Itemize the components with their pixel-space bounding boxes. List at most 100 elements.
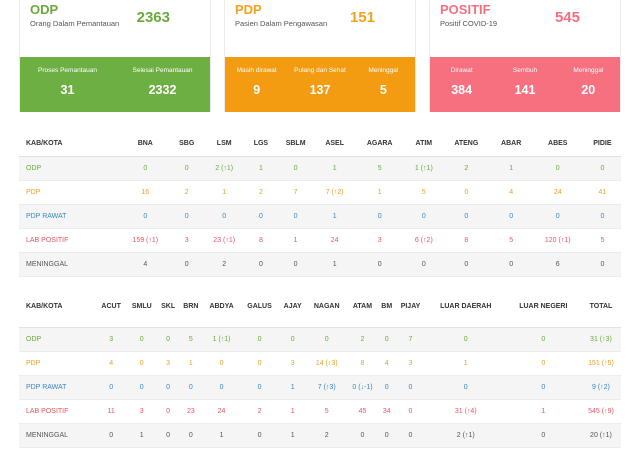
positif-card-total: 545 [554,9,580,26]
table-cell: 0 [240,351,279,376]
table-cell: 14 (↑3) [306,351,347,376]
table-cell: 0 (↓-1) [346,375,379,400]
table-cell: 1 [315,252,354,277]
table-cell: 0 [275,156,316,181]
table-cell: 4 [490,180,532,205]
table-cell: 1 [202,180,247,205]
column-header: GALUS [240,287,279,328]
table-cell: 5 [405,180,442,205]
positif-stat-value: 141 [514,83,536,97]
table-cell: 0 [126,327,158,352]
table-cell: 7 (↑2) [315,180,354,205]
table-cell: 0 [157,423,180,448]
table-cell: 9 (↑2) [580,375,621,400]
pdp-stat-label: Meninggal [368,67,399,74]
table-cell: 2 (↑1) [425,423,506,448]
pdp-card: PDP Pasien Dalam Pengawasan 151 Masih di… [224,0,416,112]
table-cell: 7 [395,327,426,352]
table-cell: 4 [378,351,396,376]
table-row: PDP 16 2 1 2 7 7 (↑2) 1 5 0 4 24 41 [19,180,621,205]
table-cell: 0 [126,351,158,376]
column-header: TOTAL [580,287,621,328]
table-cell: 1 [315,204,354,229]
table-cell: 7 (↑3) [306,375,347,400]
positif-card-subtitle: Positif COVID-19 [440,19,498,28]
column-header: SMLU [126,287,158,328]
column-header: ABAR [490,132,532,157]
table-cell: 3 [157,351,180,376]
odp-stats-strip: Proses Pemantauan 31 Selesai Pemantauan … [20,57,210,112]
column-header: NAGAN [306,287,347,328]
column-header: PIJAY [395,287,426,328]
table-cell: 0 [378,375,396,400]
table-cell: 8 [346,351,379,376]
table-cell: 4 [119,252,172,277]
row-label: MENINGGAL [19,252,120,277]
table-cell: 0 [171,156,203,181]
table-cell: 0 [531,204,584,229]
positif-stat-value: 384 [451,83,473,97]
table-cell: 5 [583,228,621,253]
table-cell: 0 [353,204,406,229]
table-row: ODP 0 0 2 (↑1) 1 0 1 5 1 (↑1) 2 1 0 0 [19,156,621,181]
table-cell: 1 [425,351,506,376]
region-table-2: KAB/KOTA ACUT SMLU SKL BRN ABDYA GALUS AJAY NAGA… [19,287,621,448]
table-cell: 7 [275,180,316,205]
column-header: LSM [202,132,247,157]
table-cell: 3 [395,351,426,376]
table-cell: 1 [126,423,158,448]
table-cell: 5 [353,156,406,181]
table-cell: 8 [442,228,491,253]
table-cell: 34 [378,399,396,424]
table-cell: 0 [490,252,532,277]
table-cell: 2 [240,399,279,424]
column-header: ACUT [95,287,127,328]
table-cell: 1 (↑1) [405,156,442,181]
odp-stat-value: 31 [60,83,75,97]
positif-stats-strip: Dirawat 384 Sembuh 141 Meninggal 20 [430,57,620,112]
table-cell: 31 (↑4) [425,399,506,424]
table-cell: 0 [246,204,276,229]
table-row: LAB POSITIF 11 3 0 23 24 2 1 5 45 34 0 31 (↑4) 1 545 (… [19,399,621,424]
row-label: MENINGGAL [19,423,96,448]
column-header: ABES [531,132,584,157]
column-header: SKL [157,287,180,328]
positif-stat-dirawat: Dirawat 384 [430,57,493,112]
pdp-card-total: 151 [349,9,375,26]
table-cell: 0 [240,375,279,400]
table-cell: 0 [405,204,442,229]
table-cell: 6 [531,252,584,277]
column-header: SBG [171,132,203,157]
table-cell: 1 [202,423,241,448]
table-row: PDP RAWAT 0 0 0 0 0 0 1 7 (↑3) 0 (↓-1) 0 0 0 0 9 (↑2) [19,375,621,400]
table-cell: 5 [306,399,347,424]
positif-stat-label: Dirawat [450,67,473,74]
pdp-stat-value: 5 [379,83,387,97]
row-label: PDP RAWAT [19,204,120,229]
positif-card-title: POSITIF [440,2,491,17]
table-cell: 0 [442,252,491,277]
table-cell: 0 [95,423,127,448]
table-cell: 5 [490,228,532,253]
table-cell: 0 [278,327,307,352]
positif-card: POSITIF Positif COVID-19 545 Dirawat 384… [429,0,621,112]
table-cell: 4 [95,351,127,376]
odp-card-title: ODP [30,2,59,17]
table-row: PDP 4 0 3 1 0 0 3 14 (↑3) 8 4 3 1 0 151 (↑5) [19,351,621,376]
table-cell: 2 [246,180,276,205]
table-cell: 20 (↑1) [580,423,621,448]
pdp-stat-value: 137 [309,83,331,97]
column-header: ABDYA [202,287,241,328]
positif-stat-sembuh: Sembuh 141 [493,57,556,112]
table-cell: 0 [442,204,491,229]
table-cell: 0 [346,423,379,448]
table-cell: 5 [179,327,203,352]
table-cell: 0 [505,375,581,400]
table-cell: 0 [95,375,127,400]
table-cell: 8 [246,228,276,253]
odp-card-subtitle: Orang Dalam Pemantauan [30,19,120,28]
table-cell: 0 [202,375,241,400]
table-cell: 0 [275,252,316,277]
column-header: LGS [246,132,276,157]
table-row: MENINGGAL 4 0 2 0 0 1 0 0 0 0 6 0 [19,252,621,277]
